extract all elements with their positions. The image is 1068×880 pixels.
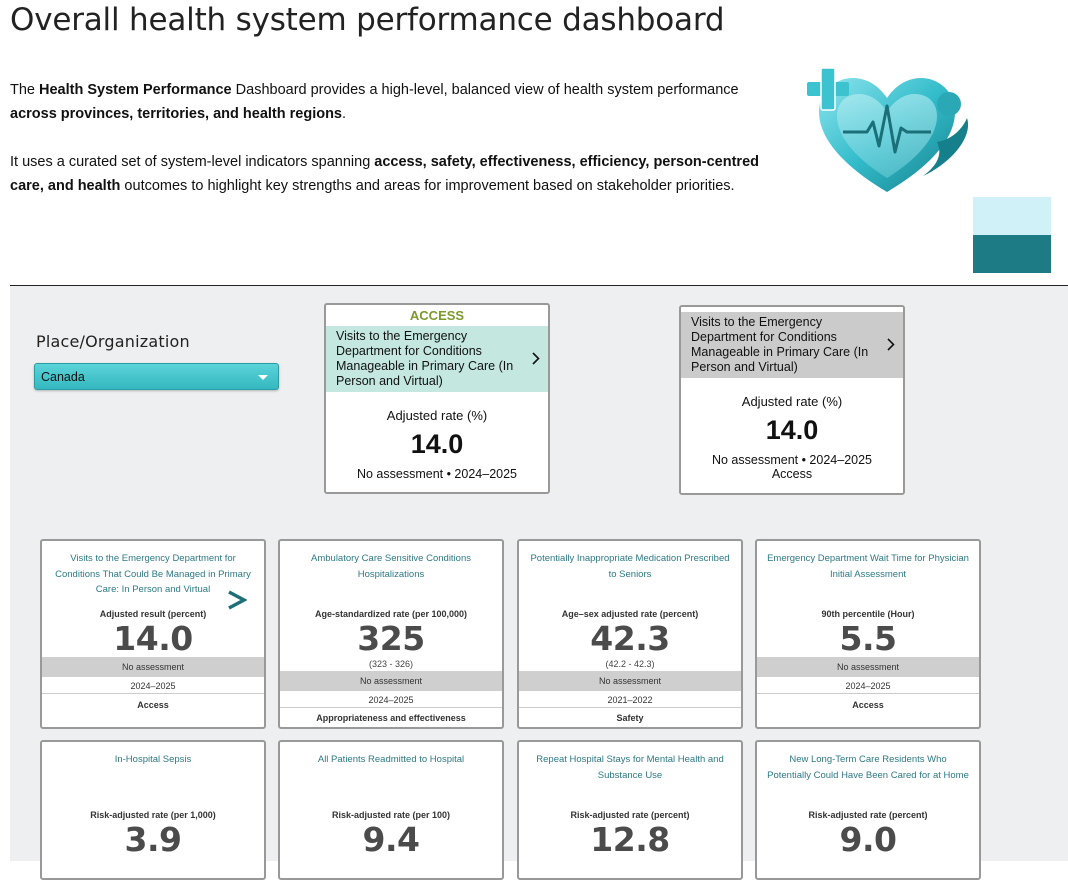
indicator-card[interactable]: Ambulatory Care Sensitive Conditions Hos…	[278, 539, 504, 729]
card-metric-value: 9.4	[362, 820, 420, 859]
health-heart-logo-icon	[807, 67, 969, 192]
card-metric-label: Adjusted result (percent)	[99, 609, 207, 619]
card-period: 2024–2025	[280, 692, 502, 708]
featured-assessment: No assessment • 2024–2025	[356, 467, 518, 481]
card-dimension: Safety	[616, 713, 644, 723]
page-title: Overall health system performance dashbo…	[10, 2, 725, 38]
card-assessment: No assessment	[280, 671, 502, 691]
card-metric-label: Risk-adjusted rate (percent)	[570, 810, 690, 820]
featured-metric-value: 14.0	[410, 429, 464, 459]
intro-paragraph-1: The Health System Performance Dashboard …	[10, 82, 739, 122]
card-metric-value: 325	[357, 619, 425, 658]
card-period: 2024–2025	[757, 678, 979, 694]
color-swatch-dark	[973, 235, 1051, 273]
card-metric-value: 5.5	[839, 619, 897, 658]
featured-dimension-footer: Access	[771, 467, 813, 481]
card-assessment: No assessment	[42, 657, 264, 677]
card-title: Repeat Hospital Stays for Mental Health …	[536, 754, 724, 781]
indicator-card[interactable]: Potentially Inappropriate Medication Pre…	[517, 539, 743, 729]
place-organization-select[interactable]: Canada	[34, 363, 279, 390]
featured-metric-value: 14.0	[765, 415, 819, 445]
card-period: 2024–2025	[42, 678, 264, 694]
intro-paragraph-2: It uses a curated set of system-level in…	[10, 154, 759, 194]
indicator-card[interactable]: All Patients Readmitted to Hospital Risk…	[278, 740, 504, 880]
section-divider	[10, 285, 1068, 286]
card-metric-label: Risk-adjusted rate (per 1,000)	[90, 810, 216, 820]
card-dimension: Appropriateness and effectiveness	[316, 713, 466, 723]
featured-metric-label: Adjusted rate (%)	[386, 408, 488, 423]
featured-indicator-header[interactable]: Visits to the Emergency Department for C…	[681, 312, 903, 378]
card-title: Ambulatory Care Sensitive Conditions Hos…	[311, 553, 471, 580]
indicator-card[interactable]: Visits to the Emergency Department for C…	[40, 539, 266, 729]
chevron-right-icon[interactable]	[227, 589, 247, 611]
featured-indicator-card-1[interactable]: ACCESS Visits to the Emergency Departmen…	[324, 303, 550, 494]
dashboard-panel: Place/Organization Canada ACCESS Visits …	[10, 286, 1068, 880]
card-metric-value: 3.9	[124, 820, 182, 859]
card-title: New Long-Term Care Residents Who Potenti…	[767, 754, 969, 781]
chevron-right-icon	[887, 338, 895, 351]
card-metric-value: 42.3	[590, 619, 670, 658]
featured-dimension-label: ACCESS	[409, 308, 465, 323]
card-title: Emergency Department Wait Time for Physi…	[767, 553, 969, 580]
chevron-down-icon	[258, 375, 268, 380]
card-metric-label: Risk-adjusted rate (percent)	[808, 810, 928, 820]
indicator-card[interactable]: New Long-Term Care Residents Who Potenti…	[755, 740, 981, 880]
card-metric-label: 90th percentile (Hour)	[821, 609, 915, 619]
indicator-card[interactable]: Repeat Hospital Stays for Mental Health …	[517, 740, 743, 880]
chevron-right-icon	[532, 352, 540, 365]
place-organization-label: Place/Organization	[36, 332, 190, 351]
card-assessment: No assessment	[519, 671, 741, 691]
card-metric-value: 9.0	[839, 820, 897, 859]
card-metric-label: Risk-adjusted rate (per 100)	[331, 810, 451, 820]
card-title: All Patients Readmitted to Hospital	[317, 754, 465, 765]
card-title: Potentially Inappropriate Medication Pre…	[530, 553, 730, 580]
card-dimension: Access	[137, 700, 169, 710]
featured-indicator-card-2[interactable]: Visits to the Emergency Department for C…	[679, 305, 905, 495]
card-period: 2021–2022	[519, 692, 741, 708]
card-metric-value: 12.8	[590, 820, 670, 859]
featured-indicator-header[interactable]: Visits to the Emergency Department for C…	[326, 326, 548, 392]
intro-text: The Health System Performance Dashboard …	[10, 78, 785, 222]
indicator-card[interactable]: In-Hospital Sepsis Risk-adjusted rate (p…	[40, 740, 266, 880]
card-confidence-interval: (42.2 - 42.3)	[605, 659, 655, 669]
color-swatch-light	[973, 197, 1051, 235]
card-metric-label: Age-standardized rate (per 100,000)	[314, 609, 468, 619]
card-title: In-Hospital Sepsis	[114, 754, 192, 765]
card-dimension: Access	[852, 700, 884, 710]
indicator-card[interactable]: Emergency Department Wait Time for Physi…	[755, 539, 981, 729]
featured-assessment: No assessment • 2024–2025	[711, 453, 873, 467]
card-assessment: No assessment	[757, 657, 979, 677]
featured-metric-label: Adjusted rate (%)	[741, 394, 843, 409]
card-title: Visits to the Emergency Department for C…	[55, 553, 251, 595]
card-confidence-interval: (323 - 326)	[368, 659, 414, 669]
card-metric-label: Age–sex adjusted rate (percent)	[561, 609, 699, 619]
card-metric-value: 14.0	[113, 619, 193, 658]
place-organization-value: Canada	[41, 370, 85, 384]
